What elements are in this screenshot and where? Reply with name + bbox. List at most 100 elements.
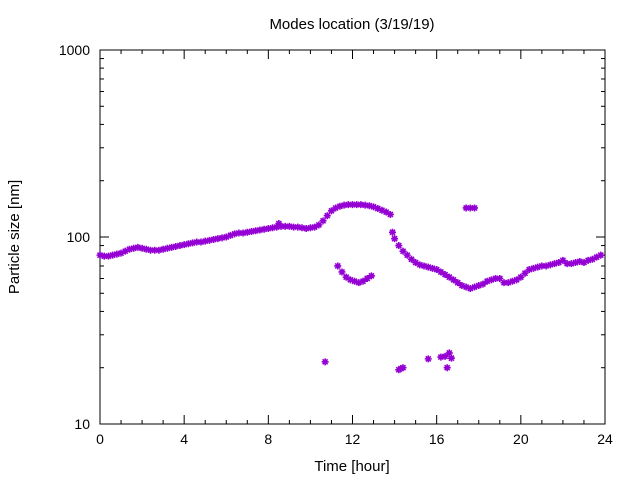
data-point <box>378 206 386 214</box>
data-point <box>365 202 373 210</box>
data-point <box>441 271 449 279</box>
data-point <box>412 259 420 267</box>
x-axis: 0 4 8 12 16 20 24 <box>96 50 613 447</box>
data-point <box>176 242 184 250</box>
data-point <box>475 282 483 290</box>
data-point <box>567 260 575 268</box>
data-point <box>290 223 298 231</box>
data-point <box>147 246 154 254</box>
data-point <box>458 282 466 290</box>
data-point <box>344 201 352 209</box>
data-point <box>433 266 441 274</box>
data-point <box>397 365 405 373</box>
data-point <box>395 242 403 250</box>
data-point <box>407 255 415 263</box>
data-point <box>588 255 596 263</box>
data-point <box>403 251 411 259</box>
data-point <box>428 264 436 272</box>
data-point <box>273 223 281 231</box>
data-point <box>466 285 474 293</box>
data-point <box>399 247 407 255</box>
data-point <box>264 225 272 233</box>
data-point <box>248 228 255 236</box>
data-point <box>504 279 512 287</box>
chart-title: Modes location (3/19/19) <box>269 16 434 33</box>
data-point <box>391 235 399 243</box>
data-point <box>256 226 264 234</box>
data-point <box>231 230 239 238</box>
data-point <box>559 256 567 264</box>
data-point <box>555 259 563 267</box>
data-point <box>513 276 521 284</box>
data-point <box>483 277 491 285</box>
data-point <box>454 279 462 287</box>
data-point <box>538 262 546 270</box>
data-point <box>416 261 424 269</box>
data-point <box>338 268 346 276</box>
data-point <box>447 354 455 362</box>
data-point <box>298 224 306 232</box>
x-tick-label: 12 <box>345 431 361 447</box>
data-point <box>201 237 209 245</box>
data-point <box>521 269 529 277</box>
y-tick-label: 10 <box>74 416 90 432</box>
data-point <box>546 261 554 269</box>
data-point <box>363 274 371 282</box>
x-axis-label: Time [hour] <box>314 458 389 475</box>
data-point <box>462 204 470 212</box>
data-point <box>239 229 247 237</box>
data-point <box>534 263 542 271</box>
data-point <box>353 201 361 209</box>
data-point <box>466 204 474 212</box>
x-tick-label: 24 <box>597 431 613 447</box>
data-point <box>151 246 159 254</box>
data-point <box>529 264 537 272</box>
data-point <box>374 205 382 213</box>
data-point <box>306 224 314 232</box>
data-point <box>346 276 354 284</box>
data-point <box>420 262 428 270</box>
data-point <box>214 235 222 243</box>
data-point <box>130 244 138 252</box>
data-point <box>159 245 167 253</box>
data-point <box>336 202 344 210</box>
data-point <box>572 259 580 267</box>
data-point <box>210 235 218 243</box>
data-point <box>142 245 150 253</box>
y-tick-label: 1000 <box>59 42 90 58</box>
data-point <box>96 251 104 259</box>
data-point <box>462 283 470 291</box>
data-point <box>281 222 289 230</box>
data-point <box>269 224 277 232</box>
y-axis: 10 100 1000 <box>59 42 605 432</box>
data-point <box>168 243 176 251</box>
data-point <box>386 210 394 218</box>
x-tick-label: 8 <box>264 431 272 447</box>
data-point <box>277 222 285 230</box>
x-tick-label: 16 <box>429 431 445 447</box>
data-point <box>551 260 558 268</box>
data-point <box>302 225 310 233</box>
data-point <box>222 233 230 241</box>
data-point <box>197 238 205 246</box>
x-tick-label: 4 <box>180 431 188 447</box>
data-point <box>104 252 112 260</box>
data-point <box>367 272 375 280</box>
data-point <box>180 241 188 249</box>
data-point <box>189 239 197 247</box>
data-point <box>226 231 234 239</box>
data-point <box>243 228 251 236</box>
data-point <box>382 208 390 216</box>
data-point <box>357 201 365 209</box>
data-point <box>334 262 342 270</box>
data-point <box>311 223 319 231</box>
data-point <box>542 262 550 270</box>
y-axis-label: Particle size [nm] <box>6 180 23 294</box>
plot-frame <box>99 49 606 425</box>
data-point <box>388 228 396 236</box>
data-point <box>109 251 117 259</box>
data-point <box>487 276 495 284</box>
data-point <box>100 252 108 260</box>
data-point <box>424 263 432 271</box>
data-point <box>355 279 363 287</box>
